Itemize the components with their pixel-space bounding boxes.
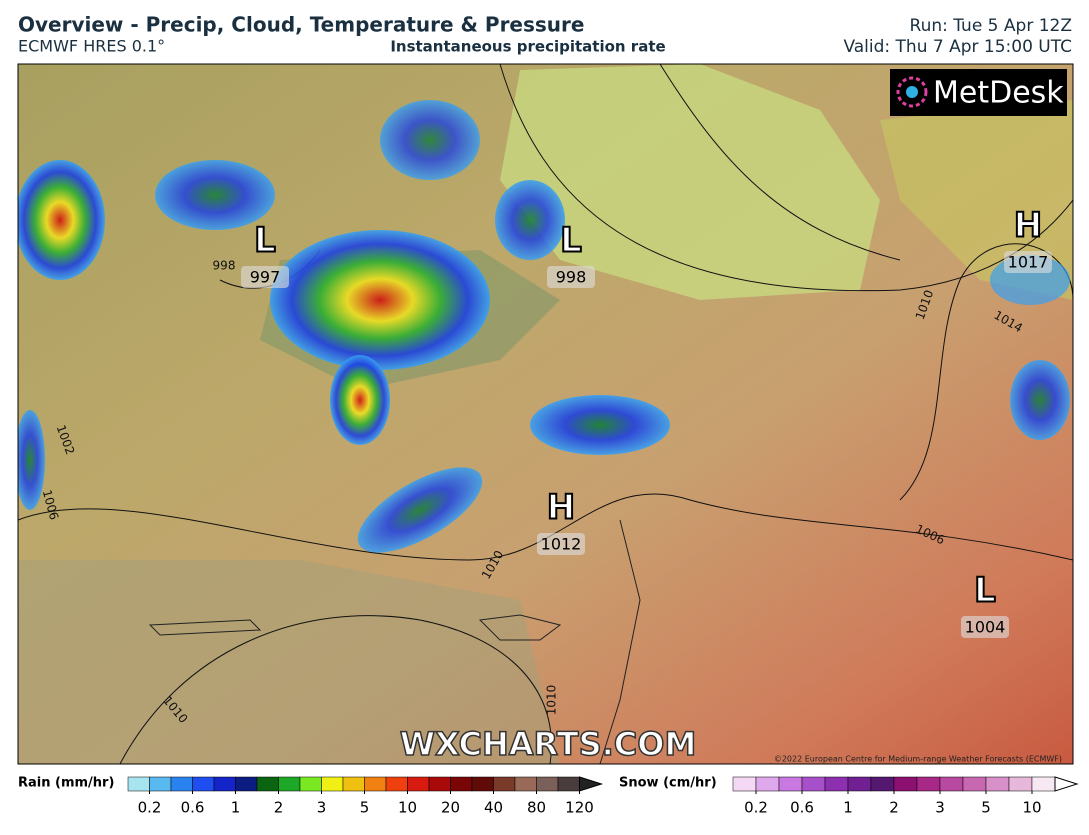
subtitle: Instantaneous precipitation rate [390,38,665,56]
map-frame [17,63,1074,765]
legends: 0.2 0.6 1 2 3 5 10 20 40 80 120 0.2 0.6 1 2 3 5 10 [127,776,1079,817]
watermark: WXCHARTS.COM [400,725,697,763]
legend-swatch [557,776,580,792]
pressure-centers: L 997 L 998 H 1017 H 1012 L 1004 [241,205,1052,638]
pressure-value-box [961,616,1009,638]
pressure-value: 1012 [541,535,582,554]
pressure-symbol: L [560,221,582,261]
copyright: ©2022 European Centre for Medium-range W… [774,755,1062,764]
legend-swatch [299,776,322,792]
legend-tick-label: 3 [317,799,327,817]
legend-swatch [321,776,344,792]
pressure-value-box [537,533,585,555]
legend-swatch [450,776,473,792]
legend-swatch [149,776,172,792]
legend-swatch [893,776,918,792]
legend-swatch [170,776,193,792]
brand-box [890,69,1067,116]
pressure-value: 997 [250,268,281,287]
coastlines [148,519,641,764]
precipitation [18,100,1070,553]
cloud-field [500,64,880,300]
legend-swatch [536,776,559,792]
legend-swatch [801,776,826,792]
legend-swatch [1008,776,1033,792]
pressure-symbol: L [254,221,276,261]
legend-tick-label: 20 [441,799,460,817]
legend-tick-label: 2 [889,799,899,817]
legend-tick-label: 1 [231,799,241,817]
legend-swatch [732,776,757,792]
legend-swatch [870,776,895,792]
sea [18,560,560,764]
isobars [18,64,1073,764]
legend-swatch [985,776,1010,792]
pressure-value-box [1004,251,1052,273]
legend-arrow [1054,776,1079,792]
legend-swatch [213,776,236,792]
legend-swatch [514,776,537,792]
legend-swatch [939,776,964,792]
legend-tick-label: 2 [274,799,284,817]
legend-swatch [407,776,430,792]
legend-tick-label: 0.2 [138,799,162,817]
legend-swatch [847,776,872,792]
legend-tick-label: 10 [1022,799,1041,817]
snow-legend-title: Snow (cm/hr) [619,776,717,791]
pressure-value-box [241,266,289,288]
legend-swatch [192,776,215,792]
legend-tick-label: 5 [360,799,370,817]
run: Run: Tue 5 Apr 12Z [910,16,1072,36]
legend-swatch [471,776,494,792]
terrain [880,100,1073,300]
isobar-label: 1010 [545,685,559,716]
legend-tick-label: 1 [843,799,853,817]
legend-swatch [428,776,451,792]
valid: Valid: Thu 7 Apr 15:00 UTC [843,37,1072,57]
legend-swatch [962,776,987,792]
isobar-label: 998 [213,259,236,273]
title: Overview - Precip, Cloud, Temperature & … [18,13,584,37]
legend-swatch [127,776,150,792]
legend-swatch [235,776,258,792]
legend-tick-label: 10 [398,799,417,817]
legend-tick-label: 5 [981,799,991,817]
legend-tick-label: 3 [935,799,945,817]
pressure-value: 1004 [965,618,1006,637]
pressure-value: 998 [556,268,587,287]
legend-tick-label: 0.6 [790,799,814,817]
legend-swatch [342,776,365,792]
legend-tick-label: 0.6 [181,799,205,817]
legend-swatch [278,776,301,792]
legend-tick-label: 40 [484,799,503,817]
rain-legend-title: Rain (mm/hr) [18,776,114,791]
pressure-symbol: L [974,571,996,611]
legend-swatch [256,776,279,792]
legend-swatch [1031,776,1056,792]
pressure-value: 1017 [1008,253,1049,272]
legend-tick-label: 80 [527,799,546,817]
legend-swatch [916,776,941,792]
legend-tick-label: 120 [565,799,594,817]
pressure-symbol: H [1014,206,1042,246]
legend-arrow [579,776,604,792]
legend-swatch [778,776,803,792]
brand-logo [896,76,928,108]
legend-swatch [493,776,516,792]
brand: MetDesk [933,76,1064,111]
legend-swatch [824,776,849,792]
legend-swatch [364,776,387,792]
model: ECMWF HRES 0.1° [18,37,165,56]
legend-swatch [755,776,780,792]
legend-swatch [385,776,408,792]
pressure-value-box [547,266,595,288]
legend-tick-label: 0.2 [744,799,768,817]
pressure-symbol: H [547,488,575,528]
